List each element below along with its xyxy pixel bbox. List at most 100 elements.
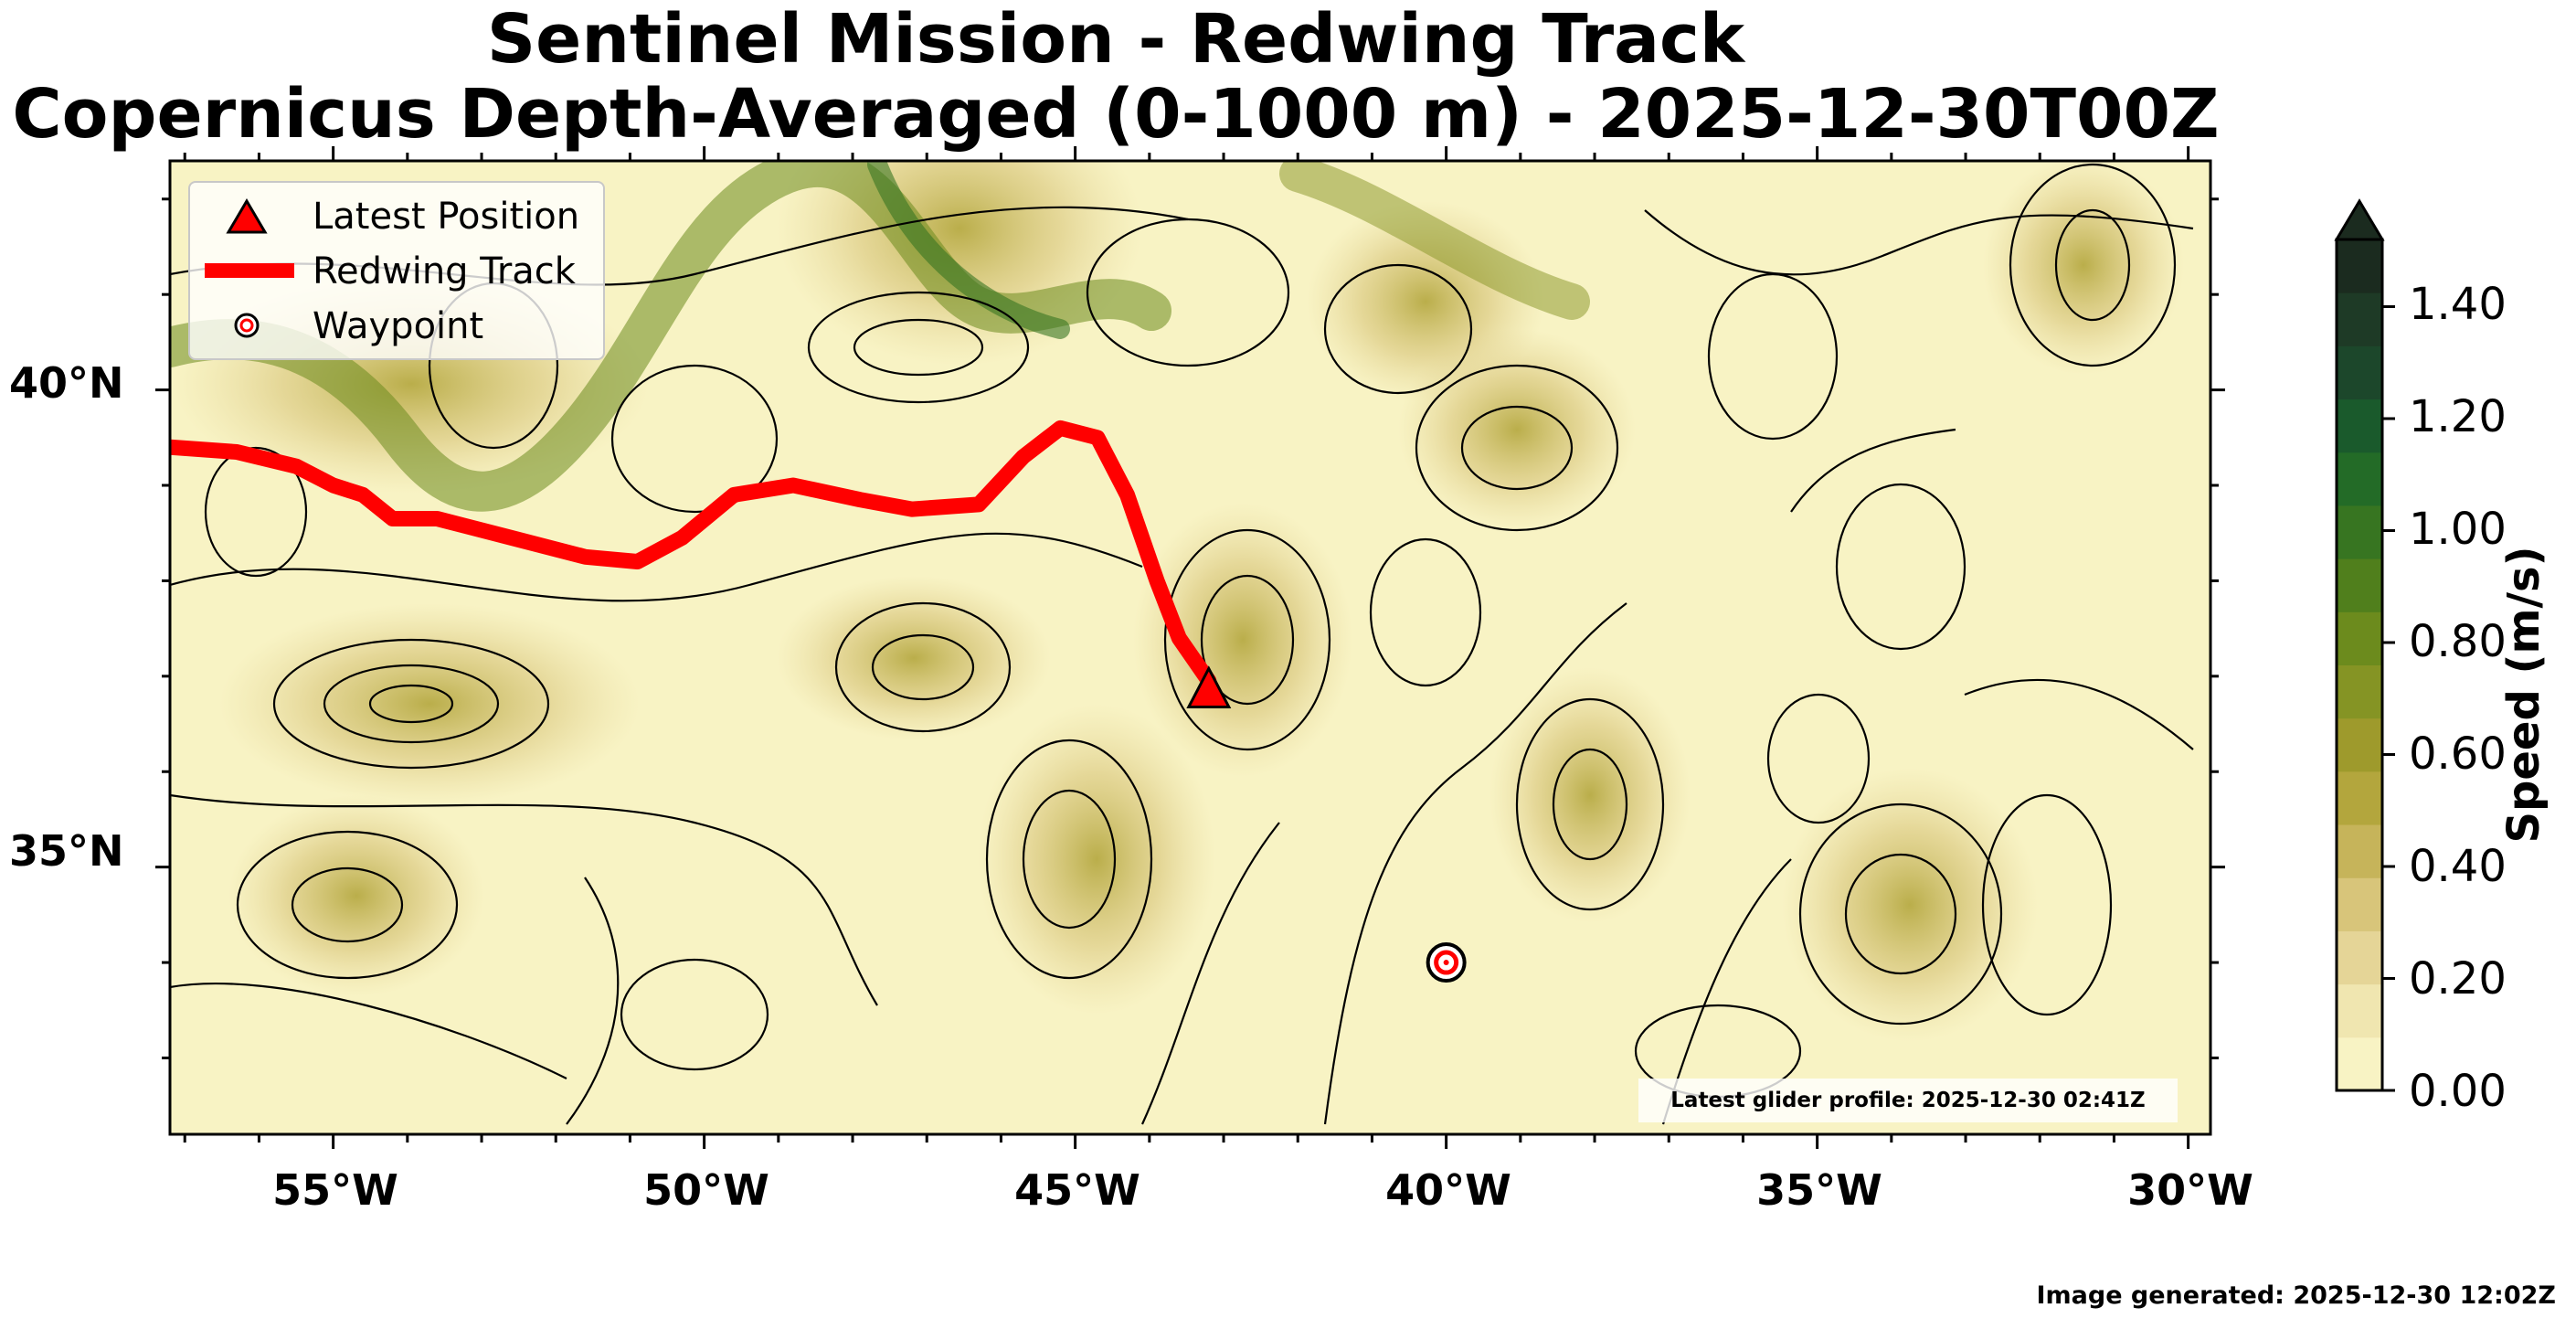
colorbar-band [2337, 930, 2382, 985]
map-legend: Latest Position Redwing Track Waypoint [188, 181, 605, 360]
latest-position-marker[interactable] [1186, 665, 1232, 708]
latest-profile-annotation: Latest glider profile: 2025-12-30 02:41Z [1638, 1079, 2178, 1122]
streamline [204, 446, 308, 578]
streamline [1835, 483, 1966, 651]
streamline [1844, 853, 1957, 975]
legend-label: Waypoint [313, 305, 484, 347]
map-frame [168, 159, 2212, 1136]
eddy-patch [1489, 667, 1691, 923]
eddy-patch [1983, 161, 2184, 375]
colorbar-band [2337, 717, 2382, 772]
streamline [170, 793, 878, 1006]
colorbar-band [2337, 292, 2382, 346]
lon-label-35w: 35°W [1756, 1165, 1882, 1215]
colorbar-band [2337, 611, 2382, 665]
axis-ticks [155, 146, 2225, 1149]
streamline [620, 958, 769, 1071]
lon-label-50w: 50°W [643, 1165, 769, 1215]
redwing-track-line [170, 420, 1217, 689]
colorbar-tick-label: 0.40 [2409, 841, 2507, 892]
legend-item-latest-position[interactable]: Latest Position [190, 190, 603, 241]
streamline [170, 532, 1143, 602]
streamline [1200, 574, 1295, 706]
colorbar-extend-arrow [2334, 198, 2385, 241]
colorbar-tick-label: 1.40 [2409, 279, 2507, 330]
triangle-icon [226, 198, 268, 234]
colorbar-band [2337, 452, 2382, 506]
streamline [291, 866, 404, 943]
streamline [1415, 364, 1619, 532]
streamline [1766, 693, 1871, 824]
colorbar-band [2337, 983, 2382, 1038]
colorbar-band [2337, 505, 2382, 559]
streamline [985, 739, 1153, 980]
eddy-patch [1782, 768, 2038, 1042]
colorbar-band [2337, 824, 2382, 878]
colorbar-band [2337, 558, 2382, 612]
legend-item-waypoint[interactable]: Waypoint [190, 300, 603, 351]
colorbar-band [2337, 664, 2382, 719]
eddy-patch [777, 161, 1142, 366]
lat-label-35n: 35°N [9, 826, 124, 876]
streamline [1323, 602, 1627, 1125]
lat-label-40n: 40°N [9, 358, 124, 408]
streamline [1163, 528, 1331, 751]
lon-label-40w: 40°W [1385, 1165, 1511, 1215]
streamline [1790, 428, 1956, 513]
eddy-patch [978, 704, 1215, 1015]
colorbar-band [2337, 1036, 2382, 1091]
current-jet-band [1279, 161, 1590, 320]
streamline [170, 982, 567, 1079]
streamline [610, 364, 779, 514]
waypoint-marker[interactable] [1426, 942, 1467, 983]
streamline [2054, 208, 2131, 322]
eddy-patch [228, 795, 484, 996]
streamline [1323, 263, 1473, 395]
streamline [834, 601, 1012, 733]
legend-label: Latest Position [313, 196, 580, 238]
streamline [1369, 537, 1482, 687]
streamline [2009, 163, 2177, 367]
lon-label-30w: 30°W [2127, 1165, 2253, 1215]
colorbar-tick-label: 0.60 [2409, 728, 2507, 780]
streamline [236, 830, 459, 980]
waypoint-center-dot [1443, 960, 1449, 966]
streamline [1981, 793, 2113, 1016]
lon-label-55w: 55°W [272, 1165, 398, 1215]
lon-label-45w: 45°W [1014, 1165, 1140, 1215]
streamline [272, 638, 550, 770]
waypoint-icon [234, 313, 260, 338]
colorbar-tick-label: 0.20 [2409, 953, 2507, 1004]
chart-title-line2: Copernicus Depth-Averaged (0-1000 m) - 2… [12, 75, 2220, 154]
image-generated-stamp: Image generated: 2025-12-30 12:02Z [2036, 1281, 2556, 1310]
colorbar-tick-label: 1.20 [2409, 391, 2507, 442]
streamlines [170, 163, 2194, 1125]
colorbar-tick-label: 1.00 [2409, 504, 2507, 555]
colorbar-tick-label: 0.00 [2409, 1066, 2507, 1117]
streamline [323, 664, 500, 744]
colorbar-frame [2335, 238, 2384, 1092]
colorbar-band [2337, 345, 2382, 400]
current-jet-core [867, 161, 1070, 339]
eddy-patch [1133, 503, 1352, 777]
waypoint-inner-ring [1434, 950, 1459, 975]
streamline [1798, 802, 2003, 1026]
speed-colorbar [2334, 198, 2395, 1092]
chart-title-line1: Sentinel Mission - Redwing Track [486, 0, 1745, 79]
colorbar-band [2337, 877, 2382, 931]
streamline [1552, 748, 1628, 861]
streamline [1644, 209, 2194, 276]
colorbar-tick-label: 0.80 [2409, 616, 2507, 667]
colorbar-title: Speed (m/s) [2498, 546, 2549, 844]
streamline [1140, 822, 1280, 1125]
eddy-patch [777, 576, 1051, 740]
streamline [1515, 697, 1665, 911]
streamline [1022, 789, 1117, 930]
streamline [853, 318, 984, 377]
streamline [1460, 405, 1574, 491]
current-jet-band [170, 161, 1171, 512]
eddy-patch [219, 603, 640, 804]
colorbar-band [2337, 399, 2382, 453]
legend-item-track[interactable]: Redwing Track [190, 245, 603, 296]
colorbar-band [2337, 771, 2382, 825]
